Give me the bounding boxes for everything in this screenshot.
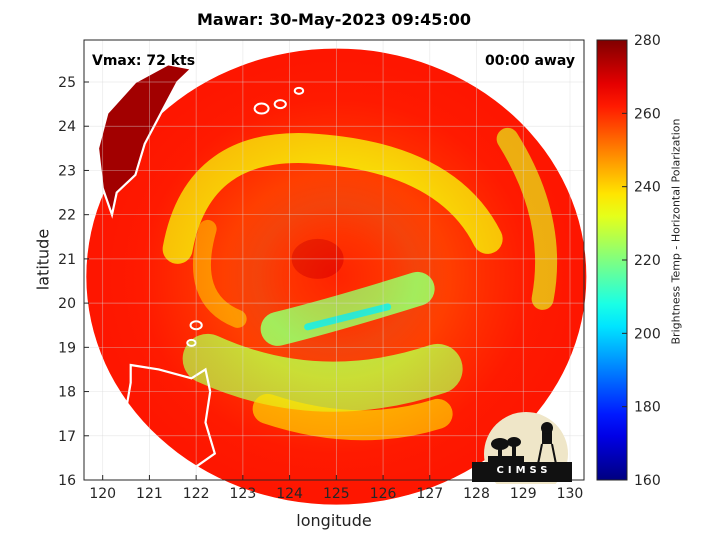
colorbar-tick-label: 240 xyxy=(634,180,661,196)
y-tick-label: 21 xyxy=(58,252,76,268)
x-tick-label: 127 xyxy=(416,486,443,502)
x-tick-label: 129 xyxy=(510,486,537,502)
x-tick-label: 125 xyxy=(323,486,350,502)
logo-text: CIMSS xyxy=(496,465,552,476)
plot-frame xyxy=(83,39,585,481)
island-yaeyama-1 xyxy=(253,102,270,115)
x-tick-label: 121 xyxy=(136,486,163,502)
island-yaeyama-2 xyxy=(273,99,287,110)
x-tick-label: 130 xyxy=(557,486,584,502)
y-tick-label: 25 xyxy=(58,75,76,91)
vmax-annotation: Vmax: 72 kts xyxy=(92,53,196,69)
x-tick-label: 128 xyxy=(463,486,490,502)
x-axis-label: longitude xyxy=(296,511,372,530)
y-tick-label: 17 xyxy=(58,429,76,445)
colorbar-tick-label: 200 xyxy=(634,326,661,342)
colorbar-label: Brightness Temp - Horizontal Polarizatio… xyxy=(669,118,683,345)
y-tick-label: 24 xyxy=(58,119,76,135)
island-miyako xyxy=(293,86,305,95)
y-tick-label: 16 xyxy=(58,473,76,489)
grid xyxy=(84,40,584,481)
y-axis-label: latitude xyxy=(33,228,53,291)
y-tick-label: 19 xyxy=(58,340,76,356)
y-tick-label: 18 xyxy=(58,385,76,401)
colorbar-tick-label: 220 xyxy=(634,253,661,269)
island-camiguin xyxy=(186,338,197,347)
x-tick-label: 122 xyxy=(183,486,210,502)
x-tick-label: 120 xyxy=(89,486,116,502)
colorbar-tick-label: 280 xyxy=(634,33,661,49)
colorbar-tick-label: 160 xyxy=(634,473,661,489)
cimss-logo xyxy=(472,412,572,484)
time-away-annotation: 00:00 away xyxy=(485,53,575,69)
x-tick-label: 123 xyxy=(230,486,257,502)
colorbar-tick-label: 260 xyxy=(634,106,661,122)
colorbar-tick-label: 180 xyxy=(634,400,661,416)
x-tick-label: 126 xyxy=(370,486,397,502)
y-tick-label: 20 xyxy=(58,296,76,312)
y-tick-label: 23 xyxy=(58,163,76,179)
chart-title: Mawar: 30-May-2023 09:45:00 xyxy=(196,10,472,29)
y-tick-label: 22 xyxy=(58,208,76,224)
coastline-luzon xyxy=(115,363,217,482)
x-tick-label: 124 xyxy=(276,486,303,502)
